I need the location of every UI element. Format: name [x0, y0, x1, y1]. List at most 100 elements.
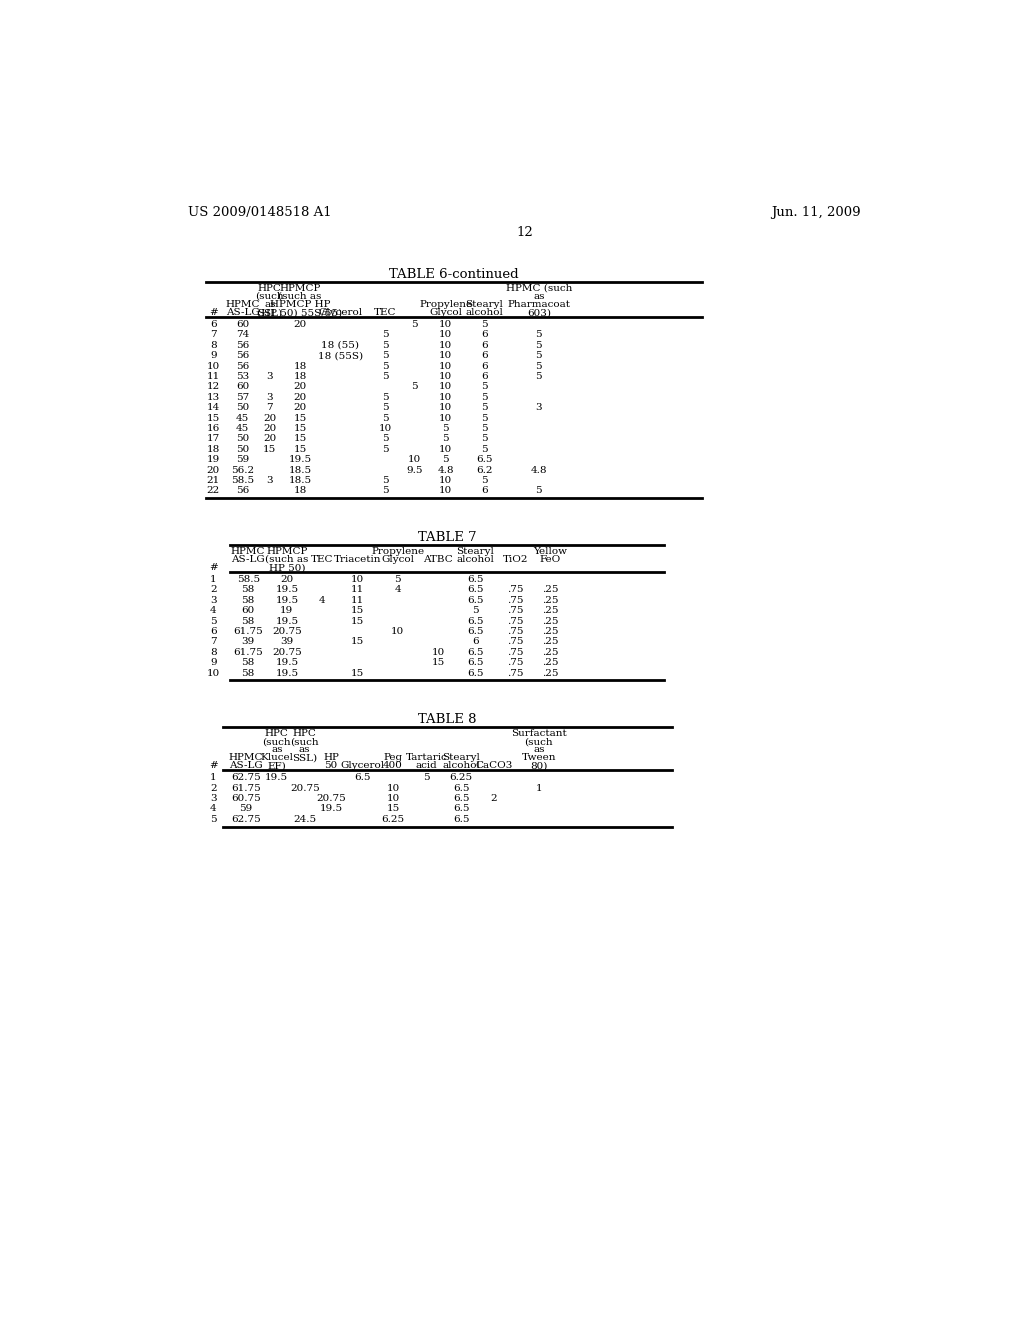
- Text: 20.75: 20.75: [290, 784, 319, 792]
- Text: 18: 18: [294, 487, 306, 495]
- Text: 60: 60: [237, 321, 249, 329]
- Text: .75: .75: [507, 668, 523, 677]
- Text: 10: 10: [391, 627, 404, 636]
- Text: 20: 20: [263, 424, 276, 433]
- Text: .25: .25: [542, 659, 559, 667]
- Text: 5: 5: [382, 372, 389, 381]
- Text: 19.5: 19.5: [275, 585, 298, 594]
- Text: HPC: HPC: [293, 729, 316, 738]
- Text: 10: 10: [207, 668, 220, 677]
- Text: 4: 4: [394, 585, 401, 594]
- Text: 10: 10: [439, 404, 453, 412]
- Text: 24.5: 24.5: [293, 814, 316, 824]
- Text: 5: 5: [481, 413, 487, 422]
- Text: 5: 5: [382, 477, 389, 484]
- Text: 6.25: 6.25: [450, 774, 473, 783]
- Text: 59: 59: [240, 804, 253, 813]
- Text: 10: 10: [439, 351, 453, 360]
- Text: AS-LG: AS-LG: [226, 308, 259, 317]
- Text: Stearyl: Stearyl: [442, 754, 480, 762]
- Text: .25: .25: [542, 638, 559, 647]
- Text: (such: (such: [291, 737, 319, 746]
- Text: 5: 5: [536, 341, 542, 350]
- Text: 6.5: 6.5: [476, 455, 493, 465]
- Text: FeO: FeO: [540, 554, 561, 564]
- Text: TEC: TEC: [310, 554, 333, 564]
- Text: 6.5: 6.5: [467, 585, 483, 594]
- Text: 10: 10: [386, 795, 399, 803]
- Text: Propylene: Propylene: [419, 300, 472, 309]
- Text: 14: 14: [207, 404, 220, 412]
- Text: 15: 15: [294, 413, 306, 422]
- Text: 20.75: 20.75: [272, 627, 302, 636]
- Text: 57: 57: [237, 393, 249, 401]
- Text: 2: 2: [210, 585, 216, 594]
- Text: .25: .25: [542, 668, 559, 677]
- Text: as: as: [534, 744, 545, 754]
- Text: Tween: Tween: [521, 754, 556, 762]
- Text: 18.5: 18.5: [289, 466, 311, 475]
- Text: 60: 60: [237, 383, 249, 392]
- Text: 53: 53: [237, 372, 249, 381]
- Text: 15: 15: [294, 445, 306, 454]
- Text: 6.5: 6.5: [467, 616, 483, 626]
- Text: HPC: HPC: [258, 284, 282, 293]
- Text: 50: 50: [237, 404, 249, 412]
- Text: TABLE 6-continued: TABLE 6-continued: [389, 268, 518, 281]
- Text: 5: 5: [382, 351, 389, 360]
- Text: 6: 6: [481, 341, 487, 350]
- Text: Surfactant: Surfactant: [511, 729, 566, 738]
- Text: 6: 6: [481, 330, 487, 339]
- Text: HPMCP HP: HPMCP HP: [269, 300, 331, 309]
- Text: 6.5: 6.5: [453, 804, 469, 813]
- Text: 5: 5: [382, 330, 389, 339]
- Text: as: as: [299, 744, 310, 754]
- Text: 18: 18: [294, 372, 306, 381]
- Text: 9: 9: [210, 351, 216, 360]
- Text: 39: 39: [281, 638, 294, 647]
- Text: 5: 5: [536, 362, 542, 371]
- Text: 50: 50: [237, 445, 249, 454]
- Text: 18: 18: [294, 362, 306, 371]
- Text: .25: .25: [542, 616, 559, 626]
- Text: 58: 58: [242, 668, 255, 677]
- Text: 5: 5: [382, 434, 389, 444]
- Text: 5: 5: [481, 321, 487, 329]
- Text: 62.75: 62.75: [231, 814, 261, 824]
- Text: 5: 5: [412, 321, 418, 329]
- Text: 4: 4: [210, 606, 216, 615]
- Text: 6.2: 6.2: [476, 466, 493, 475]
- Text: 6: 6: [210, 321, 216, 329]
- Text: 6.5: 6.5: [467, 668, 483, 677]
- Text: (HP 50) 55S/55): (HP 50) 55S/55): [257, 308, 343, 317]
- Text: 3: 3: [266, 477, 273, 484]
- Text: 6: 6: [481, 487, 487, 495]
- Text: 20: 20: [263, 413, 276, 422]
- Text: 6.5: 6.5: [453, 795, 469, 803]
- Text: 6.5: 6.5: [453, 784, 469, 792]
- Text: 9: 9: [210, 659, 216, 667]
- Text: 19.5: 19.5: [275, 595, 298, 605]
- Text: 5: 5: [412, 383, 418, 392]
- Text: 10: 10: [351, 576, 364, 583]
- Text: HP: HP: [324, 754, 339, 762]
- Text: 3: 3: [210, 795, 216, 803]
- Text: TEC: TEC: [374, 308, 396, 317]
- Text: 8: 8: [210, 341, 216, 350]
- Text: 10: 10: [439, 341, 453, 350]
- Text: CaCO3: CaCO3: [475, 762, 512, 771]
- Text: 5: 5: [481, 445, 487, 454]
- Text: 5: 5: [536, 330, 542, 339]
- Text: AS-LG: AS-LG: [229, 762, 263, 771]
- Text: 62.75: 62.75: [231, 774, 261, 783]
- Text: 56: 56: [237, 362, 249, 371]
- Text: 5: 5: [423, 774, 430, 783]
- Text: .75: .75: [507, 585, 523, 594]
- Text: 10: 10: [439, 413, 453, 422]
- Text: 3: 3: [536, 404, 542, 412]
- Text: 10: 10: [431, 648, 444, 657]
- Text: (such: (such: [256, 292, 284, 301]
- Text: 16: 16: [207, 424, 220, 433]
- Text: Stearyl: Stearyl: [466, 300, 504, 309]
- Text: 10: 10: [207, 362, 220, 371]
